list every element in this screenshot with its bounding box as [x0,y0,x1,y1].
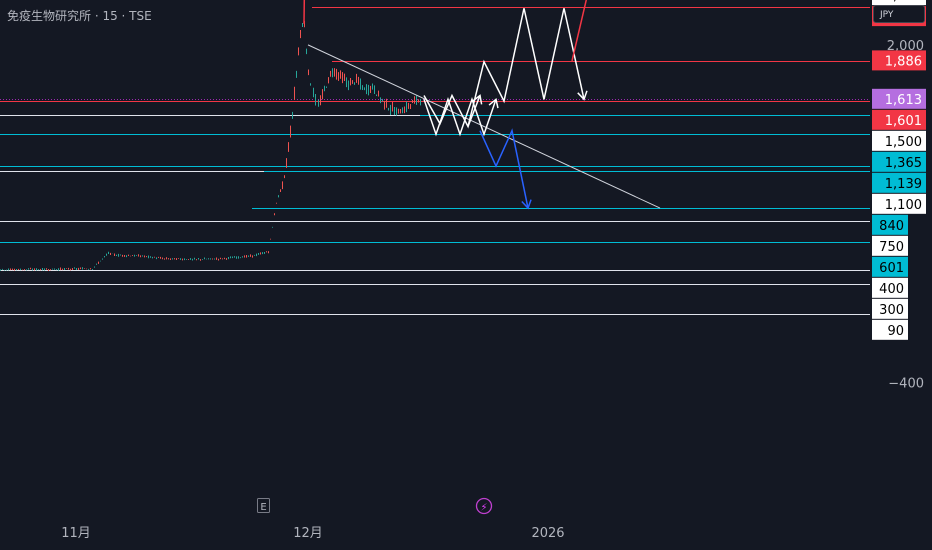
price-tag-box [872,319,908,340]
price-tag-box [872,88,926,109]
projection-path [423,97,497,137]
price-tag-label: 90 [887,324,904,339]
y-axis-tick-label: −400 [888,377,924,392]
price-tag-label: 1,365 [885,156,922,171]
price-tag-label: 601 [879,261,904,276]
projection-path [303,0,306,24]
price-tag-label: 1,500 [885,135,922,150]
price-tag-box [872,109,926,130]
trendline [307,44,661,209]
price-tag-box [872,130,926,151]
price-tag-box [872,0,926,6]
projection-arrowhead [472,94,483,105]
projection-path [467,95,481,127]
price-tag-label: 750 [879,240,904,255]
price-tag-label: 300 [879,303,904,318]
earnings-marker-box [257,498,270,513]
price-tag-box [872,50,926,71]
price-tag-box [872,235,908,256]
price-tag-box [872,172,926,193]
price-tag-label: 2,350 [885,0,922,4]
x-axis-tick-label: 12月 [293,526,323,541]
price-tag-label: 400 [879,282,904,297]
price-tag-box [872,256,908,277]
x-axis-tick-label: 2026 [531,526,564,541]
price-tag-label: 1,139 [885,177,922,192]
price-tag-label: 1,100 [885,198,922,213]
currency-selector[interactable]: JPY [873,5,925,23]
projection-path [571,0,588,62]
dividend-marker-ring [475,497,493,515]
price-tag-box [872,151,926,172]
symbol-title: 免疫生物研究所 · 15 · TSE [7,9,152,23]
lightning-icon: ⚡ [480,503,487,514]
price-tag-label: 1,613 [885,93,922,108]
price-tag-box [872,214,908,235]
price-tag-label: 1,886 [885,54,922,69]
projection-arrowhead [577,90,588,101]
projection-path [479,128,529,209]
price-tag-box [872,193,926,214]
earnings-marker-icon: E [260,502,266,513]
y-axis-tick-label: 2,000 [887,39,924,54]
projection-arrowhead [488,97,499,109]
price-tag-box [872,298,908,319]
price-tag-label: 840 [879,219,904,234]
price-tag-label: 1,601 [885,114,922,129]
price-tag-box [872,277,908,298]
projection-path [423,8,585,129]
projection-arrowhead [521,199,532,210]
x-axis-tick-label: 11月 [61,526,91,541]
